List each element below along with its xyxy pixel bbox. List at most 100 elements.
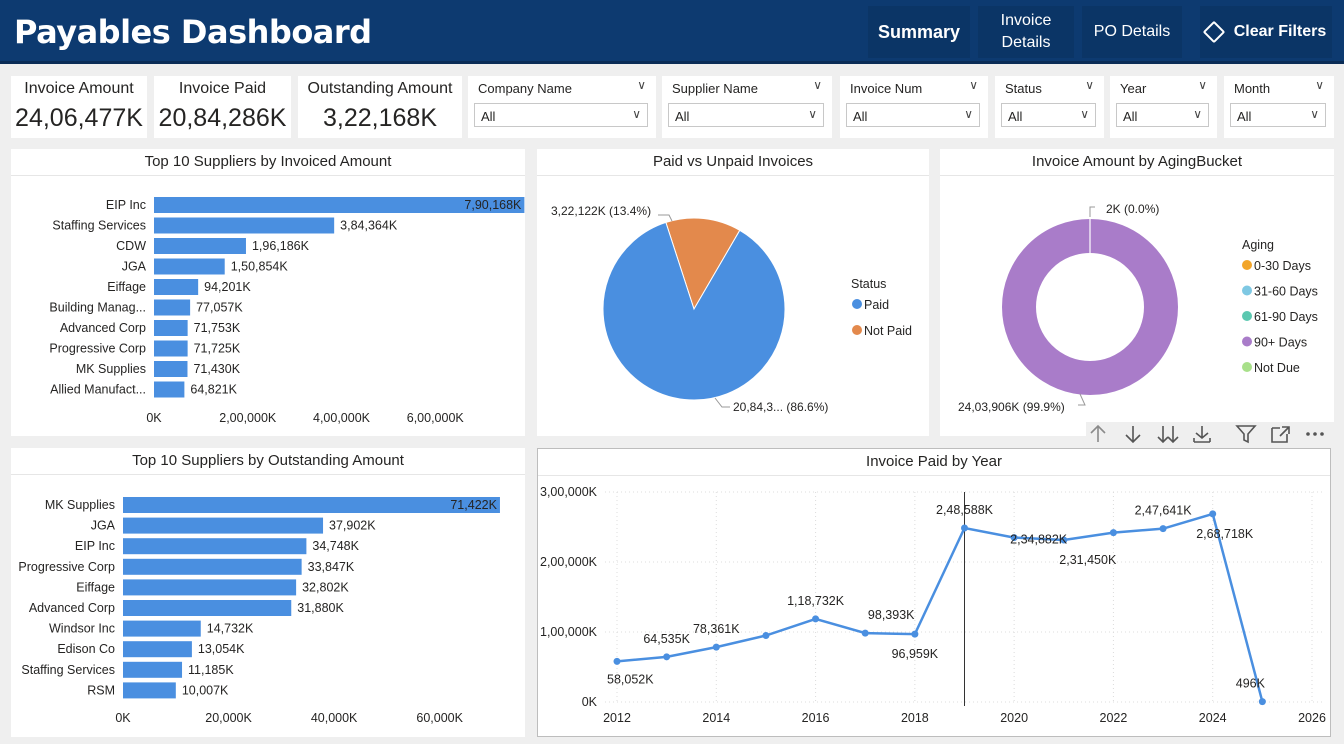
kpi-invoice-paid: Invoice Paid 20,84,286K xyxy=(154,76,291,138)
slicer-supplier[interactable]: Supplier Name ∨ All ∨ xyxy=(662,76,832,138)
slicer-company[interactable]: Company Name ∨ All ∨ xyxy=(468,76,656,138)
series-line xyxy=(616,512,1264,702)
x-tick-label: 0K xyxy=(146,411,162,425)
chart-paid-by-year: 0K 1,00,000K 2,00,000K 3,00,000K 2012 2014 201… xyxy=(540,485,1326,725)
x-tick-label: 20,000K xyxy=(205,711,252,725)
nav-invoice-details-label-2: Details xyxy=(1001,34,1051,51)
y-tick-label: 0K xyxy=(582,695,598,709)
category-label: MK Supplies xyxy=(76,362,146,376)
chevron-down-icon[interactable]: ∨ xyxy=(637,78,646,92)
nav-invoice-details-label-1: Invoice xyxy=(1000,12,1052,29)
bar xyxy=(154,340,188,357)
category-label: JGA xyxy=(91,519,116,533)
slicer-invoice-num-dropdown[interactable]: All ∨ xyxy=(846,103,980,127)
bar xyxy=(154,238,246,254)
nav-invoice-details-button[interactable]: Invoice Details xyxy=(978,6,1074,58)
x-tick-label: 6,00,000K xyxy=(407,411,465,425)
legend-label: Not Due xyxy=(1254,361,1300,375)
bar xyxy=(154,361,188,377)
data-label: 64,535K xyxy=(643,632,690,646)
chevron-down-icon[interactable]: ∨ xyxy=(813,78,822,92)
bar xyxy=(123,497,500,513)
legend-marker xyxy=(1242,285,1252,296)
bar xyxy=(154,217,335,234)
data-label: 34,748K xyxy=(312,539,359,553)
legend-label: 61-90 Days xyxy=(1254,310,1318,324)
nav-po-details-button[interactable]: PO Details xyxy=(1082,6,1182,58)
data-point xyxy=(961,524,968,532)
slicer-invoice-num-value: All xyxy=(853,109,868,124)
drill-up-icon[interactable] xyxy=(1090,424,1106,442)
kpi-invoice-amount: Invoice Amount 24,06,477K xyxy=(11,76,147,138)
slicer-supplier-dropdown[interactable]: All ∨ xyxy=(668,103,824,127)
chevron-down-icon[interactable]: ∨ xyxy=(1315,78,1324,92)
kpi-invoice-paid-label: Invoice Paid xyxy=(178,80,267,97)
expand-hierarchy-icon[interactable] xyxy=(1193,426,1211,443)
data-point xyxy=(1010,534,1018,542)
data-label: 496K xyxy=(1236,677,1266,691)
slicer-month-value: All xyxy=(1237,109,1252,124)
slicer-status-dropdown[interactable]: All ∨ xyxy=(1001,103,1096,127)
y-tick-label: 1,00,000K xyxy=(540,625,598,639)
x-tick-label: 2012 xyxy=(603,711,631,725)
chart-title: Top 10 Suppliers by Outstanding Amount xyxy=(132,452,404,469)
chart-aging-card: Invoice Amount by AgingBucket 2K (0.0%) 2… xyxy=(940,149,1334,436)
more-options-icon[interactable] xyxy=(1306,432,1324,436)
category-label: Edison Co xyxy=(57,642,115,656)
slicer-company-value: All xyxy=(481,109,496,124)
clear-filters-button[interactable]: Clear Filters xyxy=(1200,6,1332,58)
slicer-month[interactable]: Month ∨ All ∨ xyxy=(1224,76,1334,138)
slicer-status[interactable]: Status ∨ All ∨ xyxy=(995,76,1104,138)
chevron-down-icon[interactable]: ∨ xyxy=(969,78,978,92)
category-label: MK Supplies xyxy=(45,498,115,512)
data-label: 3,84,364K xyxy=(340,219,398,233)
data-label: 33,847K xyxy=(308,560,355,574)
data-label: 2,68,718K xyxy=(1196,527,1254,541)
slicer-year-dropdown[interactable]: All ∨ xyxy=(1116,103,1209,127)
chevron-down-icon: ∨ xyxy=(1310,107,1319,121)
chevron-down-icon[interactable]: ∨ xyxy=(1198,78,1207,92)
bar xyxy=(123,600,292,616)
y-tick-label: 2,00,000K xyxy=(540,555,598,569)
data-label: 78,361K xyxy=(693,622,740,636)
category-label: Allied Manufact... xyxy=(50,383,146,397)
slicer-supplier-label: Supplier Name xyxy=(672,81,758,96)
x-tick-label: 2018 xyxy=(901,711,929,725)
legend-label: 0-30 Days xyxy=(1254,259,1311,273)
expand-next-level-icon[interactable] xyxy=(1157,426,1179,444)
data-label: 31,880K xyxy=(297,601,344,615)
slicer-year-value: All xyxy=(1123,109,1138,124)
slicer-year[interactable]: Year ∨ All ∨ xyxy=(1110,76,1217,138)
data-label: 10,007K xyxy=(182,683,229,697)
chart-title: Invoice Amount by AgingBucket xyxy=(1031,153,1243,170)
bar xyxy=(123,620,201,637)
slicer-month-dropdown[interactable]: All ∨ xyxy=(1230,103,1326,127)
data-point xyxy=(613,657,621,665)
bar xyxy=(123,641,192,658)
chart-top-outstanding-card: Top 10 Suppliers by Outstanding Amount M… xyxy=(11,448,525,737)
category-label: Eiffage xyxy=(76,580,115,594)
data-point xyxy=(663,653,671,661)
chevron-down-icon: ∨ xyxy=(1080,107,1089,121)
kpi-outstanding-value: 3,22,168K xyxy=(323,104,437,132)
nav-summary-button[interactable]: Summary xyxy=(868,6,970,58)
chevron-down-icon: ∨ xyxy=(808,107,817,121)
slicer-invoice-num[interactable]: Invoice Num ∨ All ∨ xyxy=(840,76,988,138)
filter-icon[interactable] xyxy=(1235,425,1257,444)
kpi-invoice-paid-value: 20,84,286K xyxy=(158,104,287,132)
legend-marker xyxy=(852,325,862,335)
legend-label: Not Paid xyxy=(864,324,912,338)
slicer-company-dropdown[interactable]: All ∨ xyxy=(474,103,648,127)
drill-down-icon[interactable] xyxy=(1125,426,1141,444)
focus-mode-icon[interactable] xyxy=(1271,426,1290,443)
chevron-down-icon[interactable]: ∨ xyxy=(1085,78,1094,92)
page-title: Payables Dashboard xyxy=(14,13,372,51)
x-tick-label: 2024 xyxy=(1199,711,1227,725)
category-label: Eiffage xyxy=(107,280,146,294)
category-label: Advanced Corp xyxy=(60,321,146,335)
x-tick-label: 2014 xyxy=(702,711,730,725)
chevron-down-icon: ∨ xyxy=(964,107,973,121)
x-tick-label: 40,000K xyxy=(311,711,358,725)
x-tick-label: 60,000K xyxy=(416,711,463,725)
leader-line xyxy=(714,397,730,408)
